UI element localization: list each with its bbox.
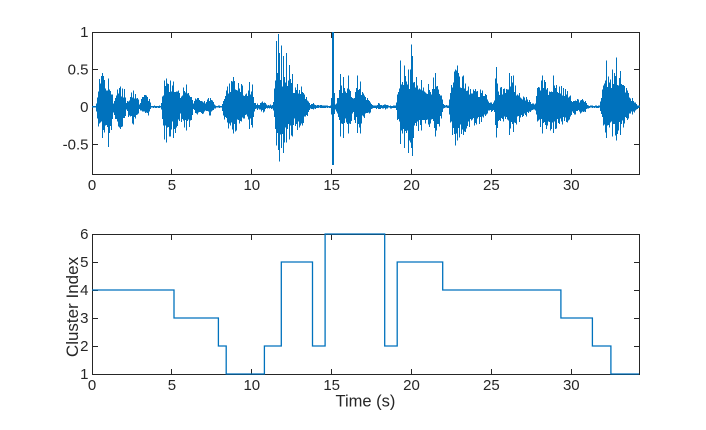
svg-text:3: 3: [80, 310, 88, 327]
svg-text:5: 5: [168, 177, 176, 194]
svg-text:Cluster Index: Cluster Index: [63, 256, 82, 357]
svg-text:30: 30: [563, 377, 580, 394]
svg-text:15: 15: [323, 377, 340, 394]
svg-text:0: 0: [80, 99, 88, 116]
svg-text:1: 1: [80, 24, 88, 41]
svg-text:10: 10: [243, 377, 260, 394]
svg-text:2: 2: [80, 338, 88, 355]
svg-text:15: 15: [323, 177, 340, 194]
svg-text:30: 30: [563, 177, 580, 194]
svg-text:20: 20: [403, 377, 420, 394]
svg-text:0: 0: [88, 177, 96, 194]
svg-text:25: 25: [483, 377, 500, 394]
svg-text:20: 20: [403, 177, 420, 194]
svg-text:-0.5: -0.5: [63, 136, 89, 153]
svg-text:5: 5: [80, 254, 88, 271]
svg-text:1: 1: [80, 366, 88, 383]
svg-text:0: 0: [88, 377, 96, 394]
svg-text:Time (s): Time (s): [336, 393, 396, 411]
svg-text:0.5: 0.5: [68, 62, 89, 79]
svg-text:5: 5: [168, 377, 176, 394]
svg-text:10: 10: [243, 177, 260, 194]
svg-text:6: 6: [80, 226, 88, 243]
svg-text:25: 25: [483, 177, 500, 194]
svg-text:4: 4: [80, 282, 88, 299]
